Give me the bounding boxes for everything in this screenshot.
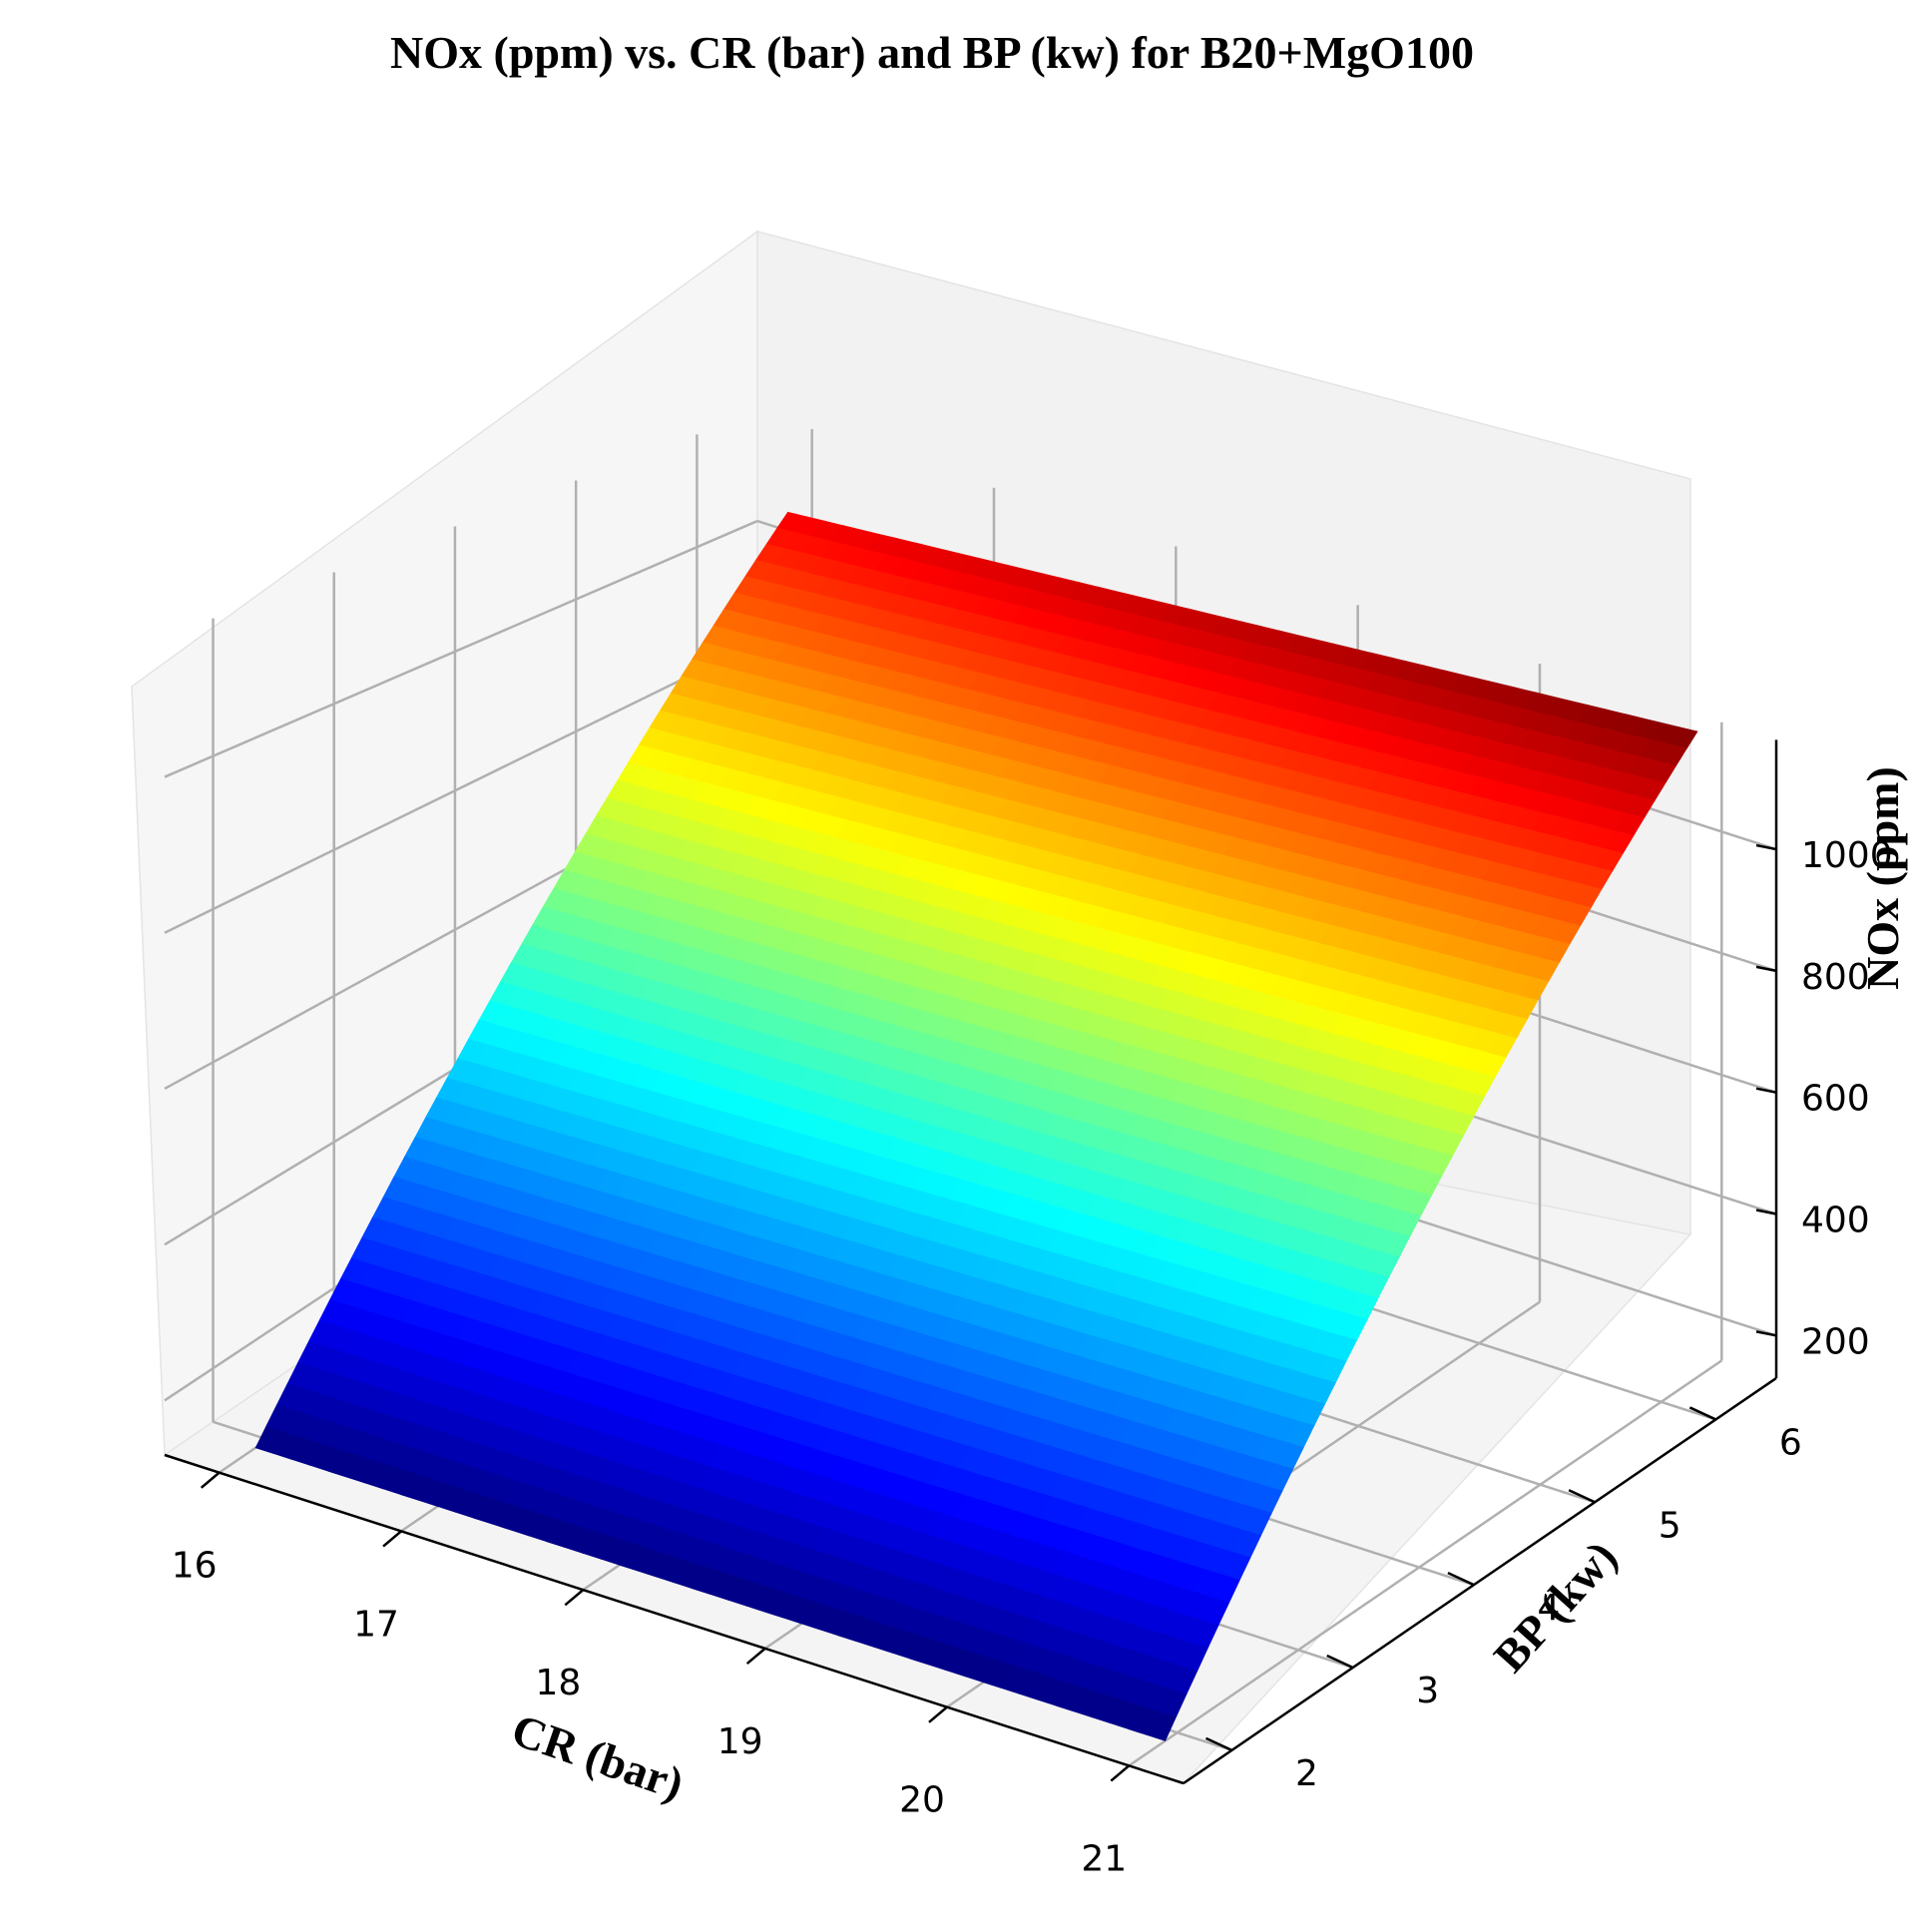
z-tick-400 [1755,1208,1777,1215]
x-tick-label-16: 16 [172,1546,218,1587]
x-tick-label-17: 17 [353,1604,399,1645]
z-tick-label-800: 800 [1801,957,1870,998]
x-tick-19 [745,1647,766,1666]
z-grid-wall-1000 [164,519,758,778]
x-tick-18 [564,1589,585,1607]
tick-marks-and-labels: 16 17 18 19 20 21 2 3 4 5 6 200 400 600 800 1000 [172,835,1893,1879]
x-axis-label: CR (bar) [506,1703,691,1809]
y-tick-label-4: 4 [1537,1588,1560,1629]
z-tick-200 [1755,1330,1777,1337]
z-tick-800 [1755,965,1777,973]
x-tick-label-18: 18 [535,1663,581,1703]
y-axis-line [1183,1376,1777,1785]
y-tick-5 [1568,1489,1596,1504]
z-tick-600 [1755,1087,1777,1094]
z-tick-label-1000: 1000 [1801,835,1893,876]
y-tick-6 [1688,1406,1716,1421]
z-tick-label-600: 600 [1801,1079,1870,1120]
x-tick-21 [1110,1764,1131,1782]
y-tick-label-6: 6 [1779,1422,1802,1463]
y-tick-label-2: 2 [1295,1753,1318,1794]
y-tick-3 [1326,1654,1354,1670]
y-axis-label: BP (kw) [1484,1531,1627,1682]
x-grid-floor-21 [1128,1359,1723,1767]
y-tick-label-3: 3 [1416,1671,1439,1711]
x-tick-16 [200,1471,221,1489]
x-tick-20 [928,1705,948,1723]
x-tick-17 [382,1530,402,1548]
y-tick-4 [1447,1572,1475,1587]
chart-title: NOx (ppm) vs. CR (bar) and BP (kw) for B… [390,27,1474,78]
x-tick-label-20: 20 [899,1780,945,1821]
z-tick-label-400: 400 [1801,1201,1870,1241]
x-axis-line [164,1453,1185,1785]
x-tick-label-21: 21 [1081,1838,1127,1879]
x-tick-label-19: 19 [717,1721,763,1762]
y-tick-label-5: 5 [1659,1505,1681,1546]
surface-cell [1146,1710,1177,1741]
z-tick-label-200: 200 [1801,1321,1870,1362]
nox-surface [254,511,1698,1741]
y-tick-2 [1204,1736,1233,1751]
z-tick-1000 [1755,843,1777,851]
z-axis-label: NOx (ppm) [1857,766,1908,990]
z-grid-wall-800 [164,641,758,934]
axis-lines [164,739,1778,1785]
